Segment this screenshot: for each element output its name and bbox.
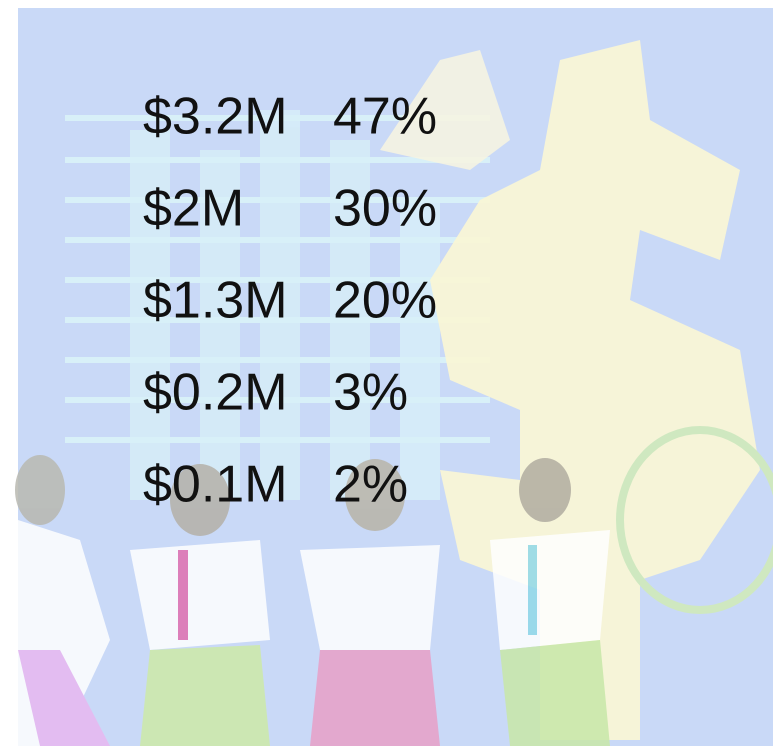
percent: 30%: [333, 180, 437, 238]
background-art: [15, 8, 773, 746]
amount: $2M: [143, 180, 244, 238]
amount: $3.2M: [143, 88, 288, 146]
percent: 20%: [333, 272, 437, 330]
percent: 47%: [333, 88, 437, 146]
amount: $1.3M: [143, 272, 288, 330]
amount: $0.2M: [143, 364, 288, 422]
percent: 3%: [333, 364, 408, 422]
table: $3.2M 47% $2M 30% $1.3M 20% $0.2M 3% $0.1M 2%: [143, 88, 437, 514]
amount: $0.1M: [143, 456, 288, 514]
percent: 2%: [333, 456, 408, 514]
